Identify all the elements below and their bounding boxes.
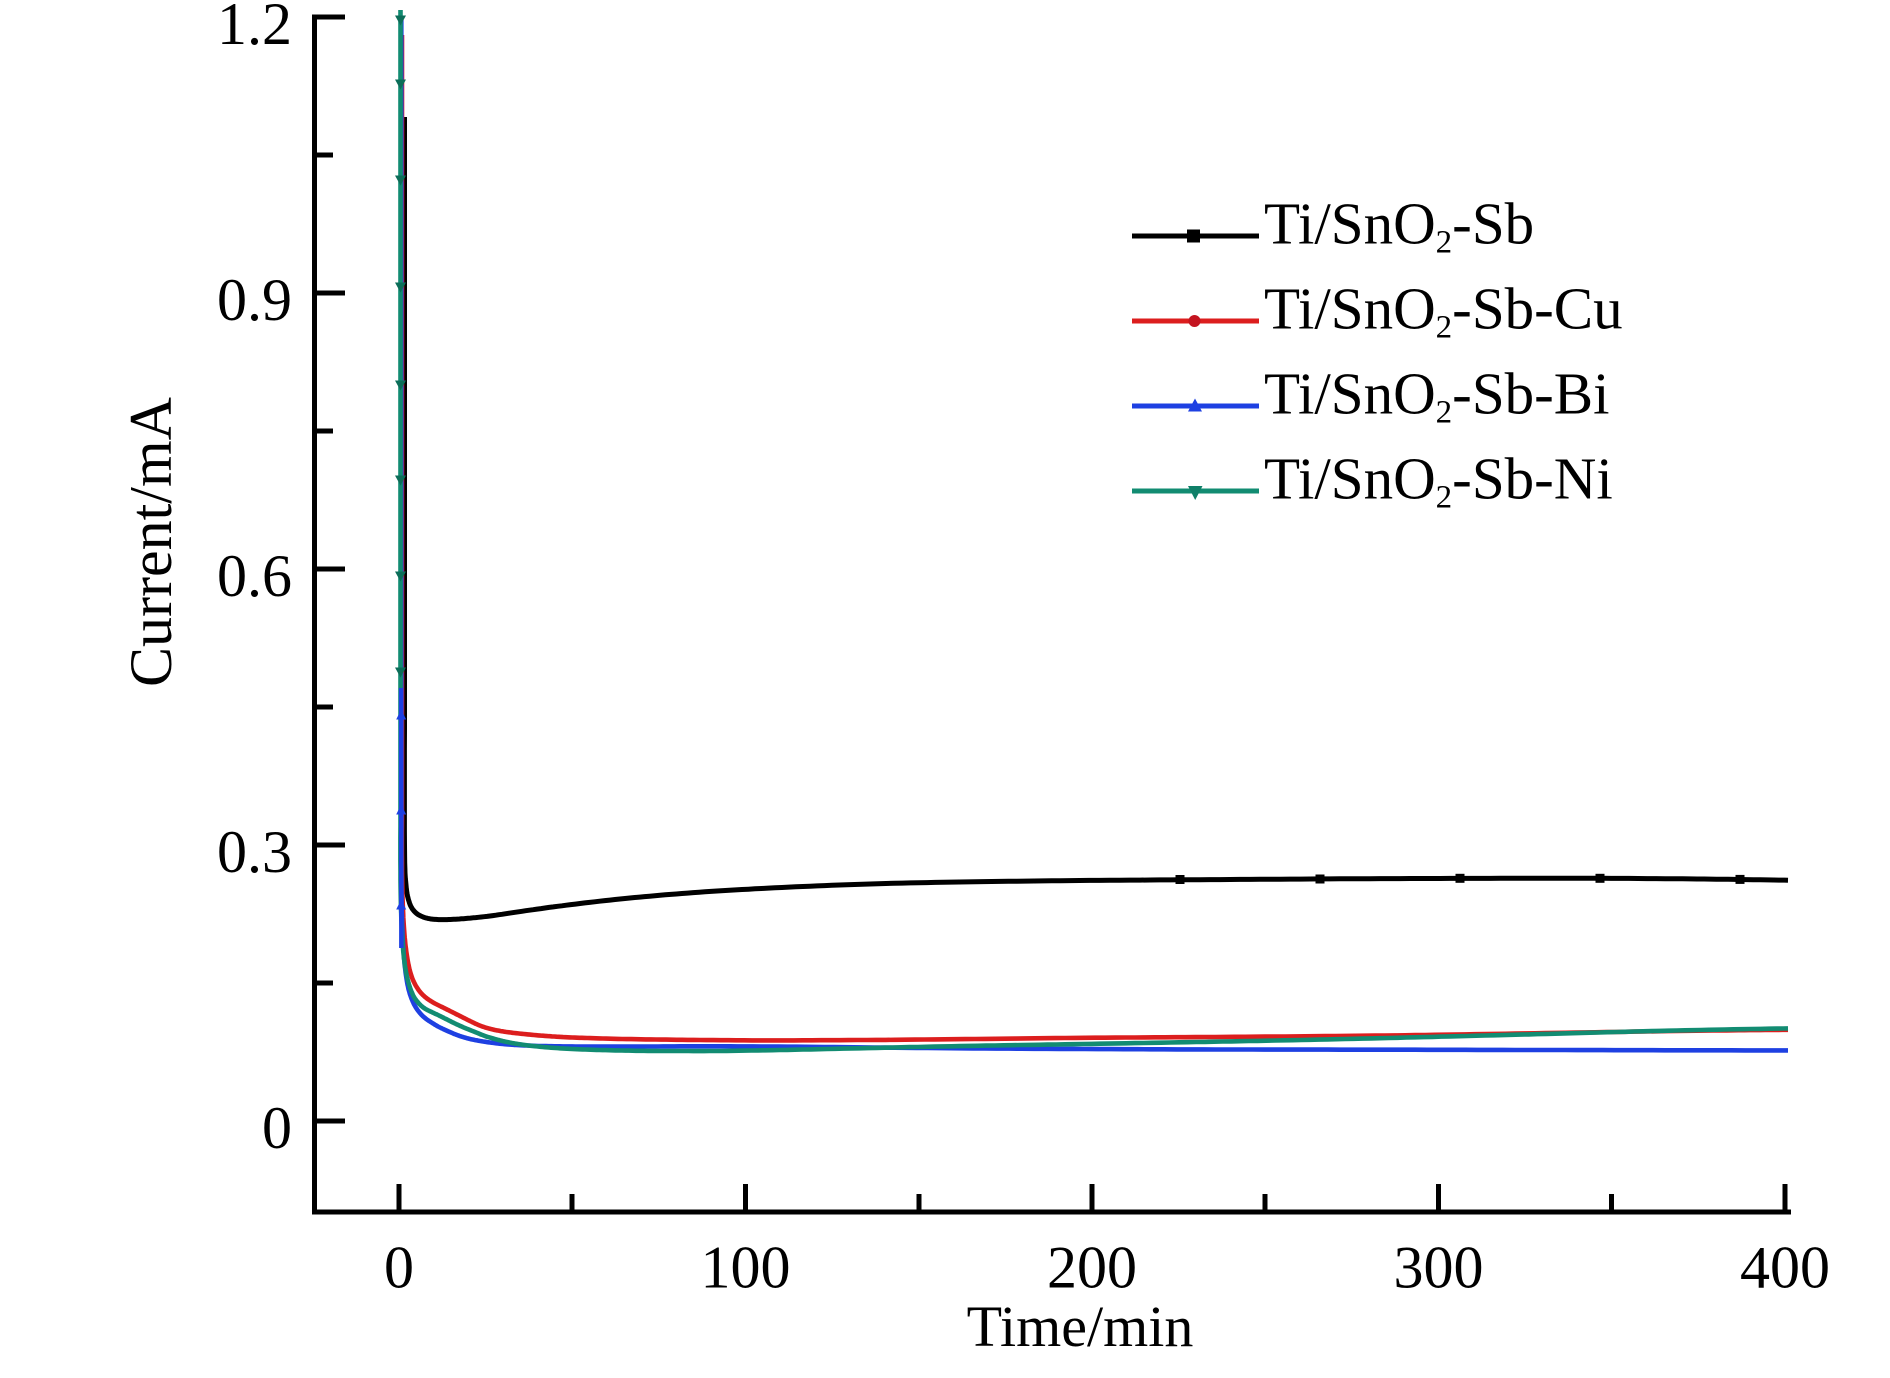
svg-text:300: 300 bbox=[1394, 1235, 1484, 1301]
svg-text:100: 100 bbox=[701, 1235, 791, 1301]
svg-text:0: 0 bbox=[384, 1235, 414, 1301]
svg-text:Time/min: Time/min bbox=[967, 1294, 1194, 1359]
svg-text:0.6: 0.6 bbox=[217, 543, 292, 609]
svg-text:Ti/SnO2-Sb-Ni: Ti/SnO2-Sb-Ni bbox=[1264, 446, 1613, 516]
svg-text:Current/mA: Current/mA bbox=[118, 397, 184, 687]
svg-text:0.9: 0.9 bbox=[217, 267, 292, 333]
svg-text:200: 200 bbox=[1047, 1235, 1137, 1301]
svg-text:Ti/SnO2-Sb: Ti/SnO2-Sb bbox=[1264, 191, 1534, 261]
svg-text:1.2: 1.2 bbox=[217, 0, 292, 57]
svg-text:400: 400 bbox=[1740, 1235, 1830, 1301]
svg-text:0: 0 bbox=[262, 1095, 292, 1161]
svg-text:0.3: 0.3 bbox=[217, 819, 292, 885]
